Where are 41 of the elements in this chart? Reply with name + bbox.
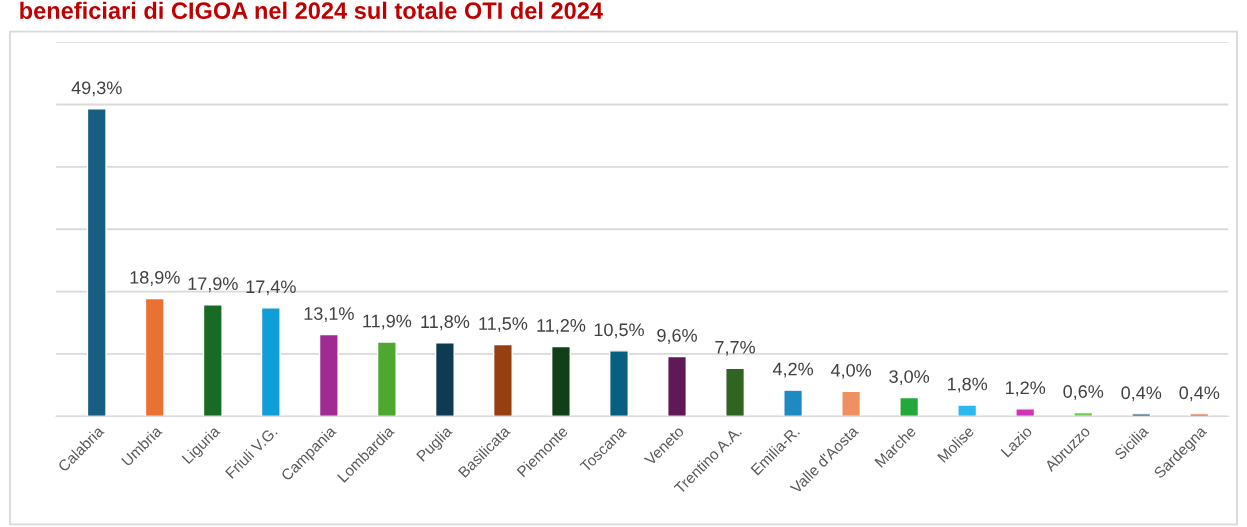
data-label: 17,9% [188, 277, 238, 293]
data-label: 4,2% [772, 362, 814, 378]
bar [434, 342, 455, 417]
bar [202, 304, 223, 417]
bar [783, 389, 804, 417]
data-label: 4,0% [830, 363, 872, 379]
bar [492, 343, 513, 417]
data-label: 17,4% [246, 280, 296, 296]
bar [550, 345, 571, 417]
bar [725, 367, 746, 417]
data-label: 0,4% [1179, 386, 1220, 402]
bar [144, 297, 165, 417]
bar [609, 350, 629, 417]
data-label: 9,6% [657, 329, 697, 344]
data-label: 0,6% [1063, 385, 1104, 401]
data-label: 13,1% [304, 307, 354, 323]
data-label: 11,5% [479, 317, 528, 333]
bar [899, 396, 920, 417]
bar [318, 333, 339, 417]
data-label: 1,8% [947, 377, 988, 393]
data-label: 49,3% [71, 81, 122, 97]
bar [1073, 411, 1094, 417]
data-label: 11,2% [537, 319, 586, 334]
data-label: 11,9% [363, 314, 412, 330]
data-label: 3,0% [889, 370, 930, 386]
data-label: 0,4% [1121, 386, 1162, 402]
bar [1015, 408, 1036, 417]
bar [1131, 413, 1152, 417]
bar [957, 404, 978, 417]
bar [376, 341, 397, 417]
data-label: 7,7% [715, 340, 755, 356]
data-label: 18,9% [130, 271, 180, 286]
data-label: 10,5% [594, 323, 644, 339]
bar [841, 390, 862, 417]
bar [86, 108, 107, 417]
data-label: 1,2% [1005, 381, 1046, 397]
chart-title: beneficiari di CIGOA nel 2024 sul totale OTI del 2024 [20, 1, 603, 20]
data-label: 11,8% [421, 315, 470, 331]
bar [1189, 413, 1210, 417]
bar [667, 355, 688, 417]
bar [260, 307, 281, 417]
